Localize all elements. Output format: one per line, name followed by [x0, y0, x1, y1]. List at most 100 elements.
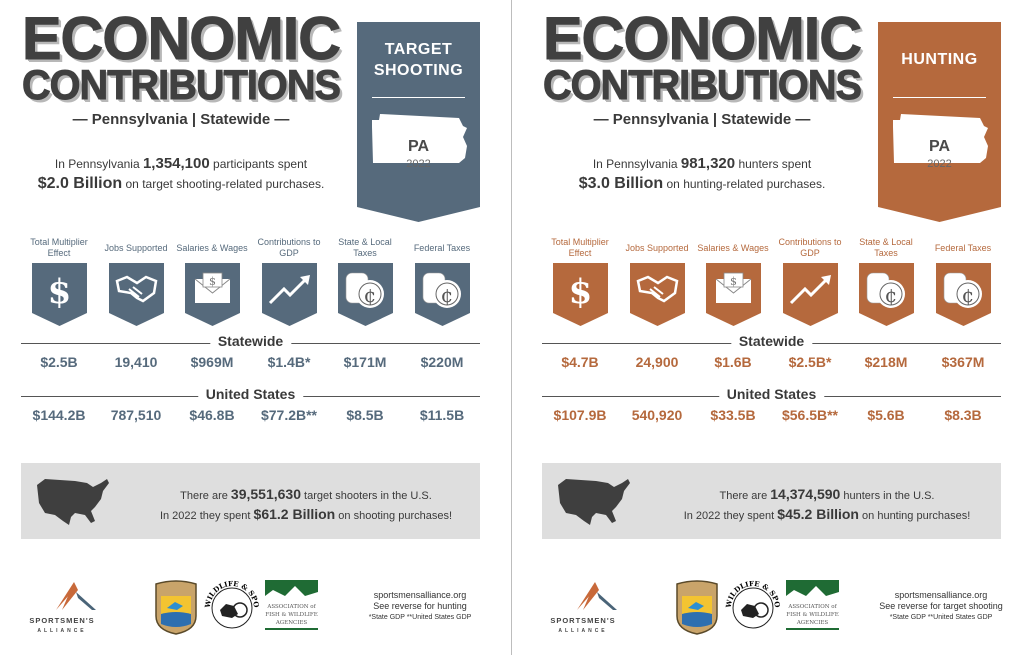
intro-text: In Pennsylvania 981,320 hunters spent $3…: [542, 154, 862, 194]
title-line1: ECONOMIC: [22, 5, 342, 72]
banner-shape: [357, 22, 480, 222]
us-value: $107.9B: [553, 407, 607, 423]
category-label: Contributions to GDP: [778, 237, 842, 258]
spend-amount: $2.0 Billion: [37, 175, 123, 192]
afwa-logo: ASSOCIATION of FISH & WILDLIFE AGENCIES: [786, 580, 839, 634]
svg-text:¢: ¢: [441, 283, 454, 307]
intro-post: on target shooting-related purchases.: [122, 177, 325, 191]
gdp-footnote: *State GDP **United States GDP: [368, 614, 472, 621]
afwa-line1: ASSOCIATION of: [788, 604, 837, 610]
category-label: Jobs Supported: [625, 242, 689, 253]
us-spend-amount: $61.2 Billion: [253, 506, 336, 522]
us-value: $46.8B: [189, 407, 235, 423]
us-post2: on hunting purchases!: [858, 510, 971, 522]
intro-post: on hunting-related purchases.: [663, 177, 826, 191]
svg-text:¢: ¢: [364, 283, 377, 307]
banner-year: 2022: [406, 158, 431, 170]
statewide-value: $969M: [190, 354, 234, 370]
statewide-value: $1.4B*: [267, 354, 311, 370]
banner-title: TARGET: [384, 41, 453, 58]
us-pre1: There are: [180, 490, 231, 502]
us-post2: on shooting purchases!: [335, 510, 453, 522]
afwa-logo: ASSOCIATION of FISH & WILDLIFE AGENCIES: [265, 580, 318, 634]
dollar-icon: $: [553, 263, 608, 326]
intro-mid: hunters spent: [735, 157, 812, 171]
afwa-map-icon: [786, 580, 839, 596]
usfws-shield-logo: [155, 580, 197, 635]
statewide-value: $2.5B: [40, 354, 78, 370]
statewide-label: Statewide: [730, 333, 813, 349]
wildlife-sport-fish-restoration-logo: WILDLIFE & SPORT FISH RESTORATION: [725, 580, 781, 629]
statewide-value: $367M: [941, 354, 985, 370]
title-line2: CONTRIBUTIONS: [22, 61, 342, 108]
us-summary-text: There are 14,374,590 hunters in the U.S.…: [662, 485, 992, 525]
usfws-shield-logo: [676, 580, 718, 635]
see-reverse-note: See reverse for hunting: [373, 601, 467, 611]
coins-icon: ¢: [936, 263, 991, 326]
participant-count: 981,320: [680, 155, 736, 172]
activity-banner: TARGET SHOOTING PA 2022: [357, 22, 480, 222]
afwa-line1: ASSOCIATION of: [267, 604, 316, 610]
us-map-icon: [37, 479, 109, 525]
envelope-money-icon: $: [185, 263, 240, 326]
spend-amount: $3.0 Billion: [578, 175, 664, 192]
subtitle: — Pennsylvania | Statewide —: [72, 111, 290, 128]
afwa-line3: AGENCIES: [275, 620, 308, 626]
us-value: $33.5B: [710, 407, 756, 423]
us-value: $56.5B**: [781, 407, 839, 423]
svg-text:$: $: [730, 275, 737, 288]
intro-pre: In Pennsylvania: [592, 157, 681, 171]
category-label: Total Multiplier Effect: [30, 237, 88, 258]
category-label: Salaries & Wages: [176, 242, 248, 253]
banner-state: PA: [928, 138, 951, 155]
panel-target-shooting: ECONOMIC CONTRIBUTIONS — Pennsylvania | St…: [21, 5, 495, 636]
mountain-icon: [56, 582, 96, 610]
statewide-value: 24,900: [635, 354, 679, 370]
handshake-icon: [630, 263, 685, 326]
intro-pre: In Pennsylvania: [54, 157, 143, 171]
afwa-map-icon: [265, 580, 318, 596]
mountain-icon: [577, 582, 617, 610]
see-reverse-note: See reverse for target shooting: [879, 601, 1003, 611]
us-value: $5.6B: [867, 407, 905, 423]
svg-text:$: $: [569, 272, 593, 312]
footer-info: sportsmensalliance.org See reverse for t…: [866, 590, 1016, 623]
footer-info: sportsmensalliance.org See reverse for h…: [345, 590, 495, 623]
us-summary-text: There are 39,551,630 target shooters in …: [141, 485, 471, 525]
sa-logo-subtext: ALLIANCE: [558, 628, 608, 634]
us-participant-count: 14,374,590: [770, 486, 841, 502]
website-link[interactable]: sportsmensalliance.org: [373, 590, 467, 600]
us-summary-box: There are 39,551,630 target shooters in …: [21, 463, 480, 539]
coins-icon: ¢: [859, 263, 914, 326]
svg-text:¢: ¢: [885, 283, 898, 307]
intro-mid: participants spent: [209, 157, 308, 171]
trend-up-icon: [783, 263, 838, 326]
afwa-line2: FISH & WILDLIFE: [786, 612, 839, 618]
page-divider: [511, 0, 512, 655]
statewide-value: $171M: [343, 354, 387, 370]
statewide-value: $220M: [420, 354, 464, 370]
us-spend-amount: $45.2 Billion: [777, 506, 859, 522]
us-value: 787,510: [110, 407, 162, 423]
svg-text:¢: ¢: [962, 283, 975, 307]
statewide-header: Statewide: [21, 333, 480, 350]
svg-text:$: $: [48, 272, 72, 312]
us-header: United States: [542, 386, 1001, 403]
category-label: Contributions to GDP: [257, 237, 321, 258]
category-label: Federal Taxes: [934, 242, 992, 253]
website-link[interactable]: sportsmensalliance.org: [894, 590, 988, 600]
us-summary-box: There are 14,374,590 hunters in the U.S.…: [542, 463, 1001, 539]
sa-logo-text: SPORTSMEN'S: [29, 616, 95, 625]
us-value: 540,920: [631, 407, 683, 423]
sportsmens-alliance-logo: SPORTSMEN'S ALLIANCE: [22, 580, 102, 636]
statewide-value: $218M: [864, 354, 908, 370]
sa-logo-text: SPORTSMEN'S: [550, 616, 616, 625]
afwa-line3: AGENCIES: [796, 620, 829, 626]
banner-title: SHOOTING: [373, 62, 464, 79]
banner-year: 2022: [927, 158, 952, 170]
coins-icon: ¢: [338, 263, 393, 326]
category-label: Jobs Supported: [104, 242, 168, 253]
banner-shape: [878, 22, 1001, 222]
pennsylvania-shape-icon: [893, 114, 988, 163]
statewide-value: 19,410: [114, 354, 158, 370]
